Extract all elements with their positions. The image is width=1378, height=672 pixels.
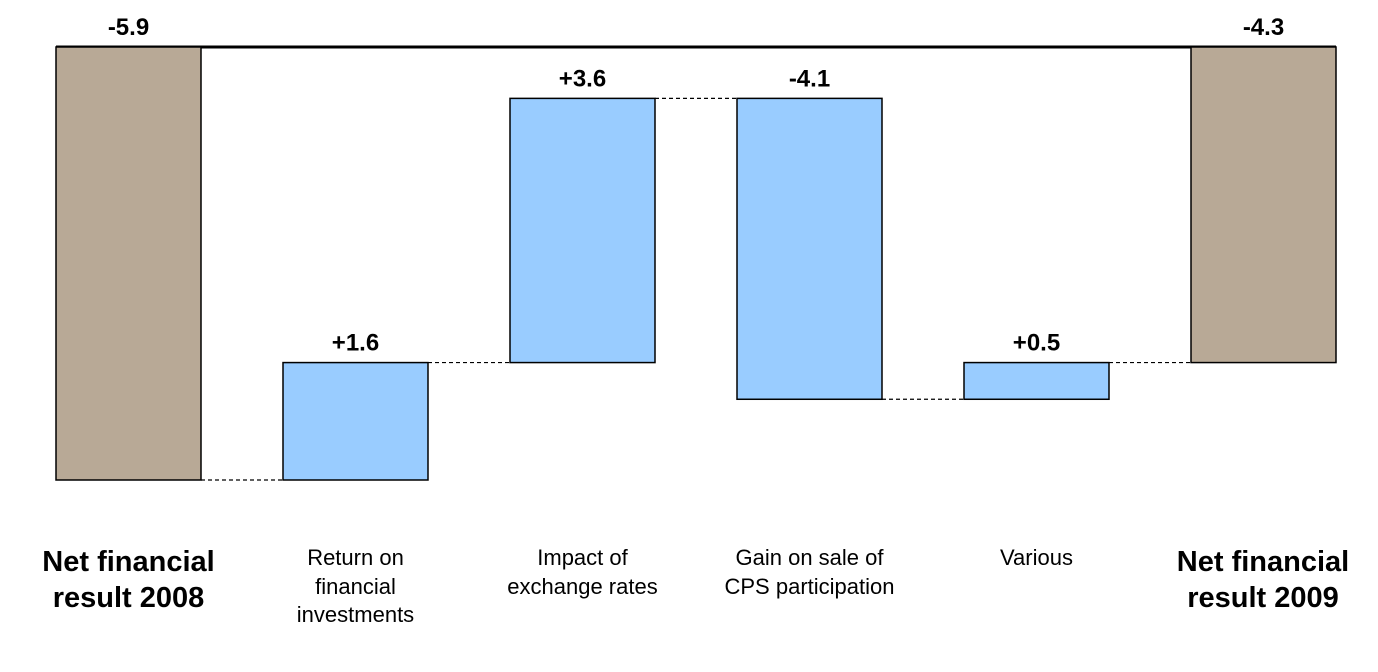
value-label: +1.6 bbox=[332, 330, 379, 357]
category-label: Various bbox=[1000, 545, 1073, 570]
category-label: Gain on sale of CPS participation bbox=[724, 545, 895, 599]
bar bbox=[509, 97, 656, 364]
bar bbox=[963, 361, 1110, 401]
category-label: Return on financial investments bbox=[296, 545, 415, 628]
value-label: -4.1 bbox=[789, 65, 830, 92]
value-label: +0.5 bbox=[1013, 330, 1060, 357]
value-label: -4.3 bbox=[1243, 14, 1284, 41]
value-label: -5.9 bbox=[108, 14, 149, 41]
bar bbox=[1190, 46, 1337, 364]
category-label: Net financial result 2009 bbox=[1176, 546, 1350, 615]
bar bbox=[736, 97, 883, 401]
value-label: +3.6 bbox=[559, 65, 606, 92]
category-label: Net financial result 2008 bbox=[42, 546, 215, 615]
bar bbox=[282, 361, 429, 481]
category-label: Impact of exchange rates bbox=[507, 545, 658, 599]
bar bbox=[55, 46, 202, 481]
